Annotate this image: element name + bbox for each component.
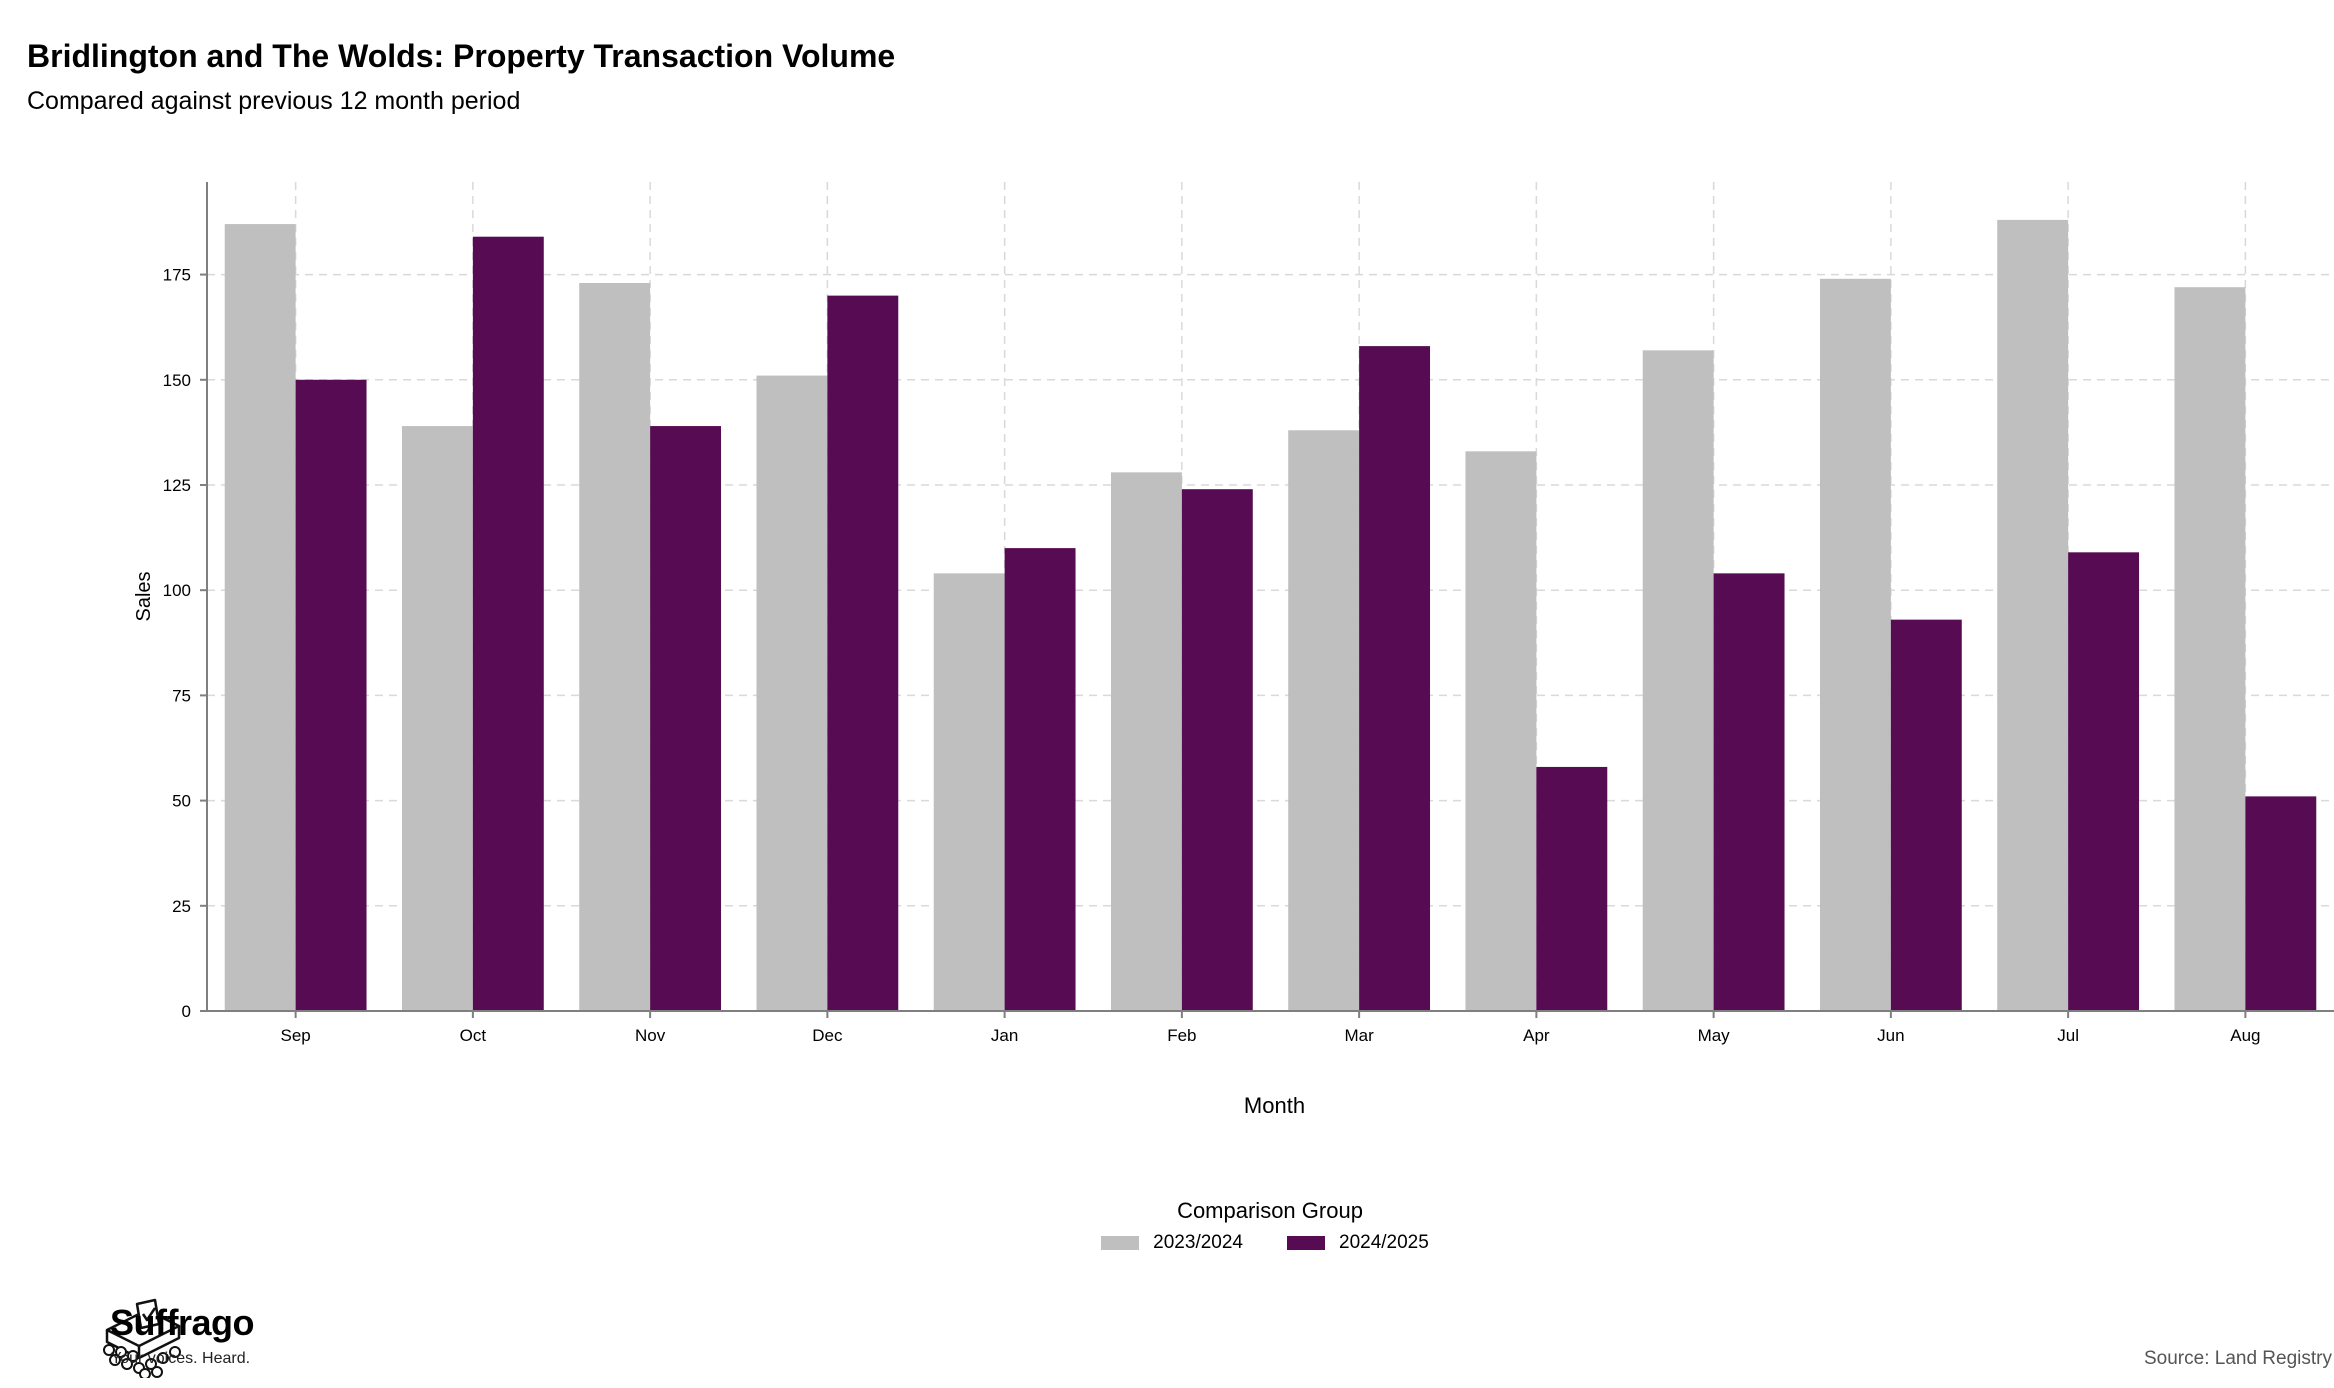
x-tick-label-nov: Nov	[635, 1026, 666, 1045]
bar-series2-mar	[1359, 346, 1431, 1011]
legend-title: Comparison Group	[1177, 1198, 1363, 1223]
y-tick-label: 150	[163, 371, 191, 390]
bar-series2-apr	[1536, 766, 1608, 1011]
x-tick-label-sep: Sep	[281, 1026, 311, 1045]
x-tick-label-feb: Feb	[1167, 1026, 1196, 1045]
bar-series1-apr	[1465, 451, 1537, 1011]
bar-series2-jul	[2068, 552, 2140, 1011]
bar-series1-oct	[401, 426, 473, 1012]
bar-series1-dec	[756, 375, 828, 1011]
bar-series2-nov	[650, 426, 722, 1012]
bar-series2-dec	[827, 295, 899, 1012]
brand-name: Suffrago	[110, 1302, 255, 1343]
x-tick-label-may: May	[1698, 1026, 1731, 1045]
bar-series1-nov	[579, 282, 651, 1011]
legend-swatch-series2	[1287, 1236, 1325, 1250]
x-tick-label-jun: Jun	[1877, 1026, 1904, 1045]
legend-label-series2: 2024/2025	[1339, 1232, 1429, 1253]
legend-item-series2: 2024/2025	[1287, 1232, 1429, 1254]
bar-series2-sep	[295, 379, 367, 1011]
x-axis-title: Month	[1244, 1093, 1305, 1118]
bar-series1-jun	[1819, 278, 1891, 1011]
bar-series1-feb	[1110, 472, 1182, 1011]
y-tick-label: 75	[172, 686, 191, 705]
legend-label-series1: 2023/2024	[1153, 1232, 1243, 1253]
bar-series1-mar	[1288, 430, 1360, 1011]
bar-series2-jun	[1890, 619, 1962, 1011]
legend: Comparison Group 2023/2024 2024/2025	[1090, 1198, 1450, 1254]
x-tick-label-aug: Aug	[2230, 1026, 2260, 1045]
legend-item-series1: 2023/2024	[1101, 1232, 1243, 1254]
x-tick-label-dec: Dec	[812, 1026, 843, 1045]
y-axis-title: Sales	[133, 571, 155, 621]
x-tick-label-oct: Oct	[460, 1026, 487, 1045]
bar-series1-may	[1642, 350, 1714, 1012]
x-tick-label-apr: Apr	[1523, 1026, 1550, 1045]
bar-series1-sep	[224, 224, 296, 1011]
bar-series2-aug	[2245, 796, 2317, 1011]
x-tick-label-mar: Mar	[1344, 1026, 1374, 1045]
bar-series2-feb	[1181, 489, 1253, 1012]
x-tick-label-jan: Jan	[991, 1026, 1018, 1045]
y-tick-label: 175	[163, 266, 191, 285]
ballot-box-logo-icon	[103, 1298, 181, 1378]
bar-series2-jan	[1004, 548, 1076, 1011]
y-tick-label: 25	[172, 897, 191, 916]
bar-series2-may	[1713, 573, 1785, 1011]
source-note: Source: Land Registry	[2144, 1348, 2332, 1369]
legend-swatch-series1	[1101, 1236, 1140, 1250]
bar-series2-oct	[472, 236, 544, 1012]
bar-series1-jul	[1997, 219, 2069, 1011]
y-tick-label: 0	[182, 1002, 191, 1021]
chart-title: Bridlington and The Wolds: Property Tran…	[27, 38, 896, 74]
bar-series1-jan	[933, 573, 1005, 1011]
y-tick-label: 100	[163, 581, 191, 600]
y-tick-label: 50	[172, 792, 191, 811]
chart-subtitle: Compared against previous 12 month perio…	[27, 87, 521, 115]
bar-series1-aug	[2174, 287, 2246, 1012]
y-tick-label: 125	[163, 476, 191, 495]
brand-tagline: Your voices. Heard.	[111, 1350, 251, 1367]
x-tick-label-jul: Jul	[2057, 1026, 2079, 1045]
